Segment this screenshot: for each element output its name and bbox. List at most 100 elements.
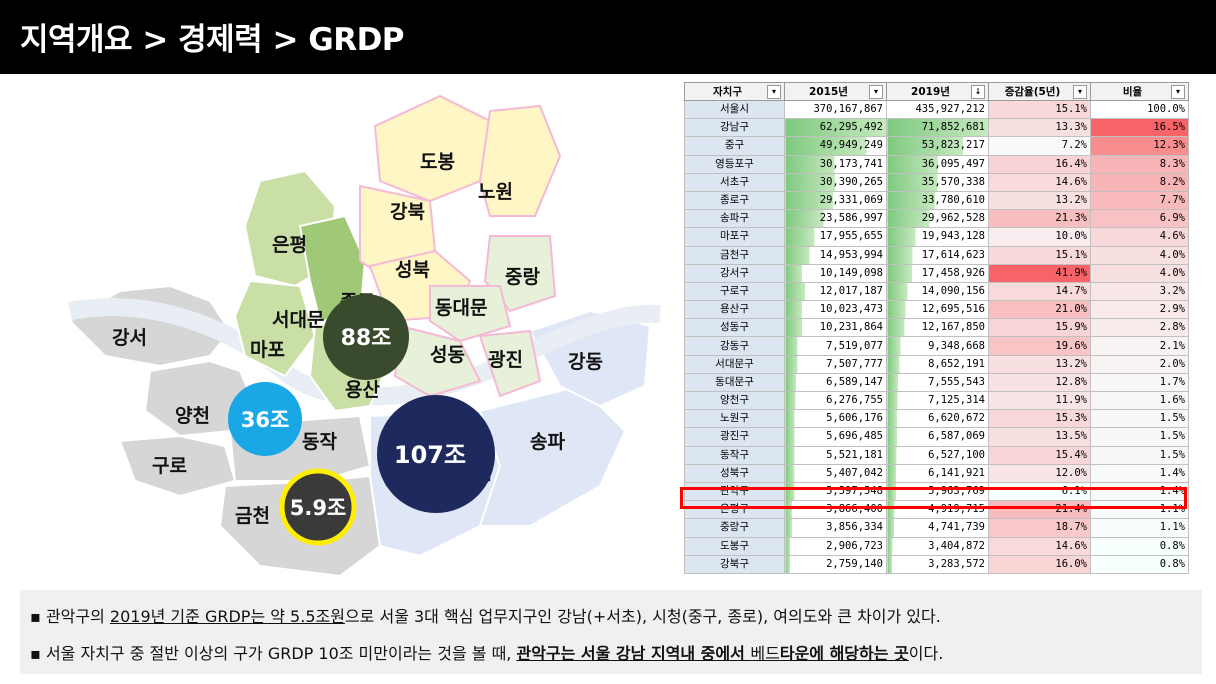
district-label-jungnang: 중랑 [505,266,540,288]
page-title: 지역개요 > 경제력 > GRDP [20,22,405,58]
cell-ratio: 1.4% [1090,463,1189,483]
cell-2015: 6,589,147 [784,372,887,393]
col-header-ratio[interactable]: 비율 ▾ [1090,82,1189,101]
cell-district: 은평구 [684,500,785,520]
cell-ratio: 0.8% [1090,554,1189,574]
cell-2015: 3,866,400 [784,500,887,520]
cell-ratio: 1.1% [1090,500,1189,520]
district-label-seongdong: 성동 [430,344,465,366]
table-row: 동작구 5,521,181 6,527,100 15.4% 1.5% [684,445,1189,465]
cell-2019: 71,852,681 [886,118,989,138]
col-header-2015[interactable]: 2015년 ▾ [784,82,887,101]
header-bar: 지역개요 > 경제력 > GRDP [0,0,1216,74]
cell-ratio: 1.1% [1090,518,1189,538]
filter-dropdown-icon[interactable]: ▾ [1171,85,1185,99]
col-header-growth[interactable]: 증감율(5년) ▾ [988,82,1091,101]
cell-ratio: 8.2% [1090,172,1189,192]
table-row: 은평구 3,866,400 4,919,715 21.4% 1.1% [684,500,1189,520]
table-row: 양천구 6,276,755 7,125,314 11.9% 1.6% [684,390,1189,411]
cell-2015: 10,023,473 [784,300,887,320]
map-svg: 도봉 노원 강북 은평 성북 중랑 종로 서대문 동대문 강서 마포 중구 성동… [68,94,661,578]
bubble-107 [377,395,495,513]
cell-2019: 29,962,528 [886,209,989,229]
cell-2019: 6,141,921 [886,463,989,483]
notes-panel: ▪ 관악구의 2019년 기준 GRDP는 약 5.5조원으로 서울 3대 핵심… [20,590,1202,674]
cell-2015: 5,521,181 [784,445,887,465]
cell-ratio: 1.5% [1090,427,1189,447]
cell-district: 금천구 [684,245,785,265]
col-header-2019[interactable]: 2019년 ↓ [886,82,989,101]
cell-2015: 17,955,655 [784,227,887,247]
cell-2015: 7,507,777 [784,354,887,374]
cell-2015: 14,953,994 [784,245,887,265]
bubble-label-88: 88조 [341,326,392,351]
cell-growth: 19.6% [988,336,1091,356]
cell-ratio: 1.4% [1090,481,1189,502]
cell-district: 강북구 [684,554,785,574]
filter-dropdown-icon[interactable]: ▾ [1073,85,1087,99]
cell-2019: 7,555,543 [886,372,989,393]
table-body: 서울시 370,167,867 435,927,212 15.1% 100.0% 강남구 6… [684,99,1189,574]
cell-2019: 3,404,872 [886,536,989,556]
cell-ratio: 3.2% [1090,281,1189,302]
note-line-2: ▪ 서울 자치구 중 절반 이상의 구가 GRDP 10조 미만이라는 것을 볼… [30,644,944,663]
cell-ratio: 1.5% [1090,445,1189,465]
cell-district: 종로구 [684,190,785,211]
cell-2019: 6,620,672 [886,409,989,429]
cell-district: 마포구 [684,227,785,247]
table-row: 강동구 7,519,077 9,348,668 19.6% 2.1% [684,336,1189,356]
cell-2015: 49,949,249 [784,136,887,156]
table-row: 광진구 5,696,485 6,587,069 13.5% 1.5% [684,427,1189,447]
grdp-table: 자치구 ▾ 2015년 ▾ 2019년 ↓ 증감율(5년) ▾ 비율 ▾ 서울시 370,1… [684,82,1189,574]
table-row: 강북구 2,759,140 3,283,572 16.0% 0.8% [684,554,1189,574]
cell-ratio: 2.0% [1090,354,1189,374]
cell-district: 영등포구 [684,154,785,174]
bubble-label-5-9: 5.9조 [290,496,347,520]
sort-desc-icon[interactable]: ↓ [971,85,985,99]
cell-growth: 21.3% [988,209,1091,229]
district-label-seongbuk: 성북 [395,259,430,281]
district-label-dongjak: 동작 [302,431,337,453]
table-row: 금천구 14,953,994 17,614,623 15.1% 4.0% [684,245,1189,265]
cell-2019: 19,943,128 [886,227,989,247]
district-label-mapo: 마포 [250,339,285,361]
bubble-36 [228,382,302,456]
cell-growth: 7.2% [988,136,1091,156]
bubble-88 [323,294,409,380]
cell-2019: 17,614,623 [886,245,989,265]
district-label-geumcheon: 금천 [235,505,270,527]
table-row: 성북구 5,407,042 6,141,921 12.0% 1.4% [684,463,1189,483]
cell-district: 용산구 [684,300,785,320]
cell-growth: 16.0% [988,554,1091,574]
cell-district: 강동구 [684,336,785,356]
cell-2015: 29,331,069 [784,190,887,211]
cell-ratio: 100.0% [1090,99,1189,120]
cell-district: 광진구 [684,427,785,447]
cell-2019: 435,927,212 [886,99,989,120]
cell-2015: 3,856,334 [784,518,887,538]
cell-ratio: 2.9% [1090,300,1189,320]
cell-ratio: 2.1% [1090,336,1189,356]
cell-growth: 21.4% [988,500,1091,520]
cell-growth: 15.4% [988,445,1091,465]
cell-2019: 4,741,739 [886,518,989,538]
cell-ratio: 1.6% [1090,390,1189,411]
cell-2019: 53,823,217 [886,136,989,156]
cell-ratio: 4.0% [1090,245,1189,265]
filter-dropdown-icon[interactable]: ▾ [767,85,781,99]
cell-district: 서대문구 [684,354,785,374]
table-row: 서대문구 7,507,777 8,652,191 13.2% 2.0% [684,354,1189,374]
filter-dropdown-icon[interactable]: ▾ [869,85,883,99]
col-header-district[interactable]: 자치구 ▾ [684,82,785,101]
table-row: 송파구 23,586,997 29,962,528 21.3% 6.9% [684,209,1189,229]
cell-district: 강남구 [684,118,785,138]
cell-growth: 14.7% [988,281,1091,302]
cell-ratio: 7.7% [1090,190,1189,211]
cell-ratio: 2.8% [1090,318,1189,338]
district-label-dongdaemun: 동대문 [435,297,487,319]
bubble-5-9 [279,468,357,546]
cell-2015: 2,759,140 [784,554,887,574]
cell-growth: 13.3% [988,118,1091,138]
cell-2015: 10,231,864 [784,318,887,338]
cell-district: 중구 [684,136,785,156]
